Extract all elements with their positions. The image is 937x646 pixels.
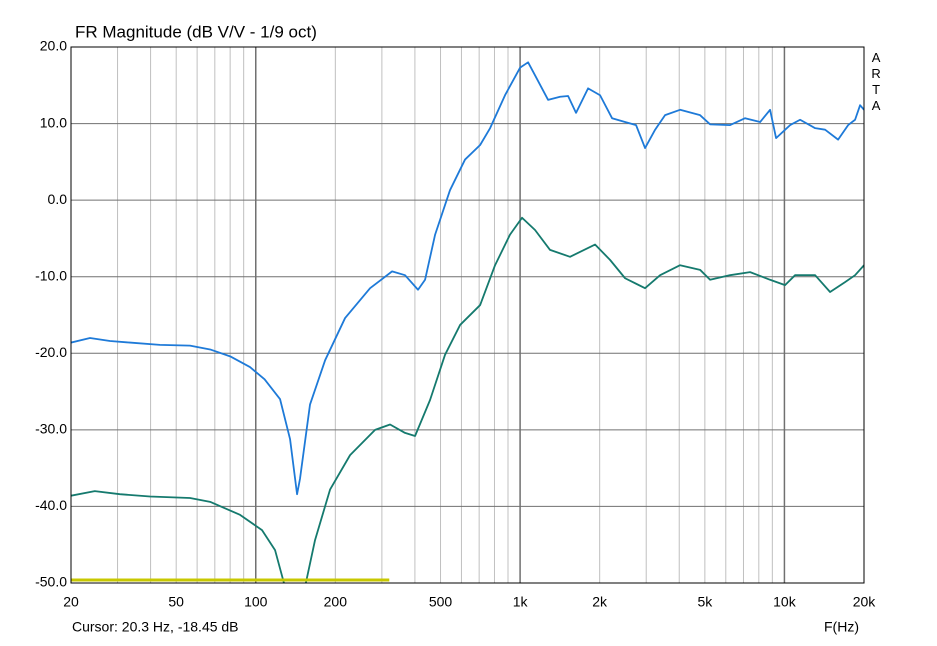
y-tick-label: 10.0 (40, 114, 67, 130)
x-tick-label: 1k (513, 594, 529, 610)
x-tick-label: 5k (697, 594, 713, 610)
chart-title: FR Magnitude (dB V/V - 1/9 oct) (75, 22, 317, 41)
series-line (71, 61, 864, 496)
y-tick-label: -30.0 (35, 421, 67, 437)
x-tick-label: 20k (853, 594, 877, 610)
y-tick-label: -40.0 (35, 497, 67, 513)
cursor-readout: Cursor: 20.3 Hz, -18.45 dB (72, 619, 239, 635)
brand: ARTA (869, 50, 884, 114)
x-tick-label: 50 (168, 594, 184, 610)
x-tick-label: 200 (324, 594, 348, 610)
plot-background (71, 47, 864, 583)
series-line (71, 216, 864, 583)
y-tick-label: 0.0 (48, 191, 68, 207)
x-tick-label: 500 (429, 594, 453, 610)
x-tick-label: 100 (244, 594, 268, 610)
x-tick-label: 10k (773, 594, 797, 610)
y-tick-label: 20.0 (40, 38, 67, 54)
y-tick-label: -20.0 (35, 344, 67, 360)
x-tick-label: 2k (592, 594, 608, 610)
y-tick-label: -50.0 (35, 574, 67, 590)
plot-frame (70, 46, 865, 584)
plot-lines (71, 61, 864, 583)
x-axis-label: F(Hz) (824, 619, 859, 635)
y-tick-label: -10.0 (35, 267, 67, 283)
x-tick-label: 20 (63, 594, 79, 610)
